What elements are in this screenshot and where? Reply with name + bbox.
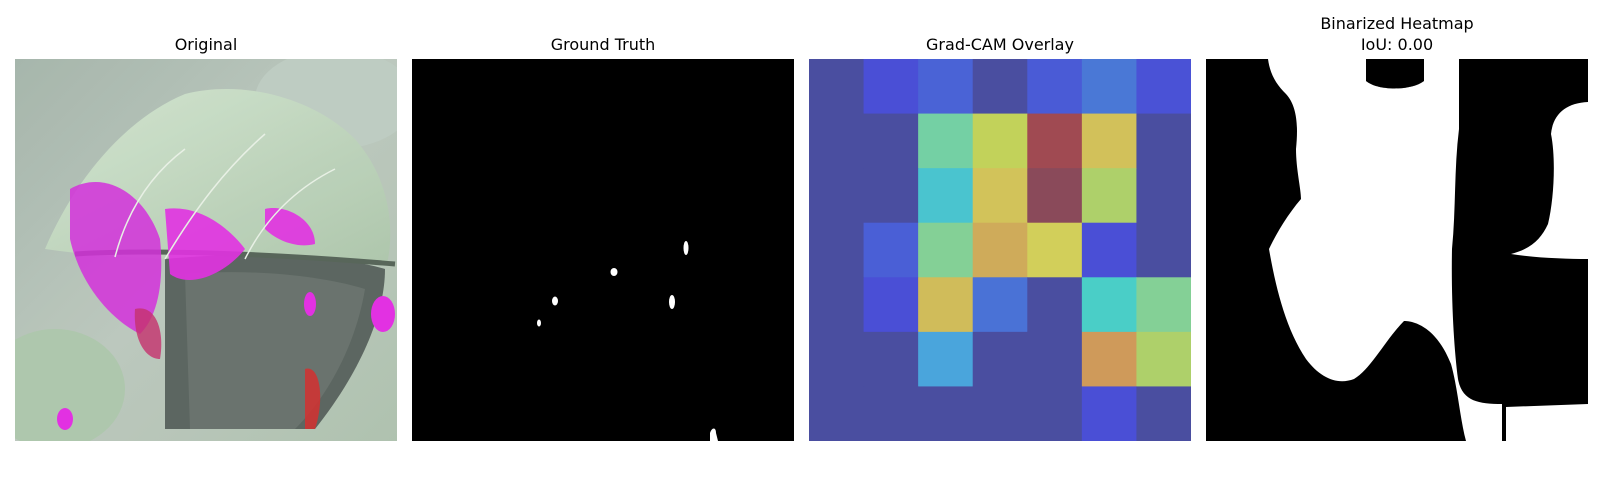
mask-blob <box>683 241 689 255</box>
binary-region-right <box>1511 102 1588 259</box>
gradcam-cell <box>1136 386 1191 441</box>
gradcam-cell <box>1136 222 1191 278</box>
gradcam-cell <box>972 168 1028 224</box>
gradcam-cell <box>809 386 865 441</box>
leaf-image <box>15 59 397 441</box>
original-title: Original <box>174 35 238 54</box>
gradcam-grid <box>809 59 1191 441</box>
gradcam-cell <box>918 331 974 387</box>
binarized-title: Binarized Heatmap IoU: 0.00 <box>1206 13 1588 55</box>
gradcam-cell <box>918 386 974 441</box>
ground-truth-title: Ground Truth <box>550 35 656 54</box>
gradcam-cell <box>1081 331 1137 387</box>
gradcam-cell <box>918 222 974 278</box>
ground-truth-mask <box>412 59 794 441</box>
iou-label: IoU: 0.00 <box>1360 35 1434 54</box>
gradcam-cell <box>1081 113 1137 169</box>
gradcam-cell <box>918 168 974 224</box>
original-image <box>15 59 397 441</box>
gradcam-cell <box>1027 222 1083 278</box>
binary-region-main <box>1268 59 1502 441</box>
gradcam-cell <box>918 277 974 333</box>
mask-blob <box>669 295 675 309</box>
gradcam-cell <box>1136 59 1191 115</box>
mask-image <box>412 59 794 441</box>
gradcam-cell <box>1081 222 1137 278</box>
gradcam-cell <box>972 386 1028 441</box>
gradcam-cell <box>809 277 865 333</box>
gradcam-cell <box>809 222 865 278</box>
gradcam-cell <box>1027 277 1083 333</box>
gradcam-cell <box>1081 277 1137 333</box>
gradcam-cell <box>809 113 865 169</box>
gradcam-title: Grad-CAM Overlay <box>926 35 1074 54</box>
gradcam-cell <box>972 331 1028 387</box>
gradcam-cell <box>1136 168 1191 224</box>
binarized-heatmap <box>1206 59 1588 441</box>
gradcam-cell <box>809 331 865 387</box>
gradcam-cell <box>972 113 1028 169</box>
gradcam-cell <box>918 113 974 169</box>
gradcam-cell <box>863 277 919 333</box>
binary-region-bottom-right <box>1506 404 1588 441</box>
gradcam-cell <box>972 59 1028 115</box>
gradcam-cell <box>1027 168 1083 224</box>
gradcam-cell <box>1136 113 1191 169</box>
gradcam-cell <box>1027 386 1083 441</box>
gradcam-cell <box>1136 277 1191 333</box>
gradcam-cell <box>1027 331 1083 387</box>
gradcam-overlay <box>809 59 1191 441</box>
gradcam-cell <box>918 59 974 115</box>
gradcam-cell <box>863 222 919 278</box>
mask-blob <box>552 296 558 306</box>
gradcam-cell <box>1081 168 1137 224</box>
mask-blob <box>610 268 618 276</box>
gradcam-cell <box>1081 59 1137 115</box>
gradcam-cell <box>1027 113 1083 169</box>
gradcam-cell <box>863 59 919 115</box>
gradcam-cell <box>1027 59 1083 115</box>
gradcam-cell <box>863 386 919 441</box>
gradcam-cell <box>972 277 1028 333</box>
mask-blob <box>710 428 718 441</box>
gradcam-cell <box>809 59 865 115</box>
gradcam-cell <box>1081 386 1137 441</box>
gradcam-cell <box>863 113 919 169</box>
binarized-image <box>1206 59 1588 441</box>
gradcam-cell <box>972 222 1028 278</box>
gradcam-cell <box>809 168 865 224</box>
binarized-title-line1: Binarized Heatmap <box>1320 14 1474 33</box>
gradcam-cell <box>863 331 919 387</box>
gradcam-cell <box>863 168 919 224</box>
gradcam-cell <box>1136 331 1191 387</box>
binary-gap-top <box>1366 59 1424 89</box>
mask-blob <box>537 319 541 327</box>
